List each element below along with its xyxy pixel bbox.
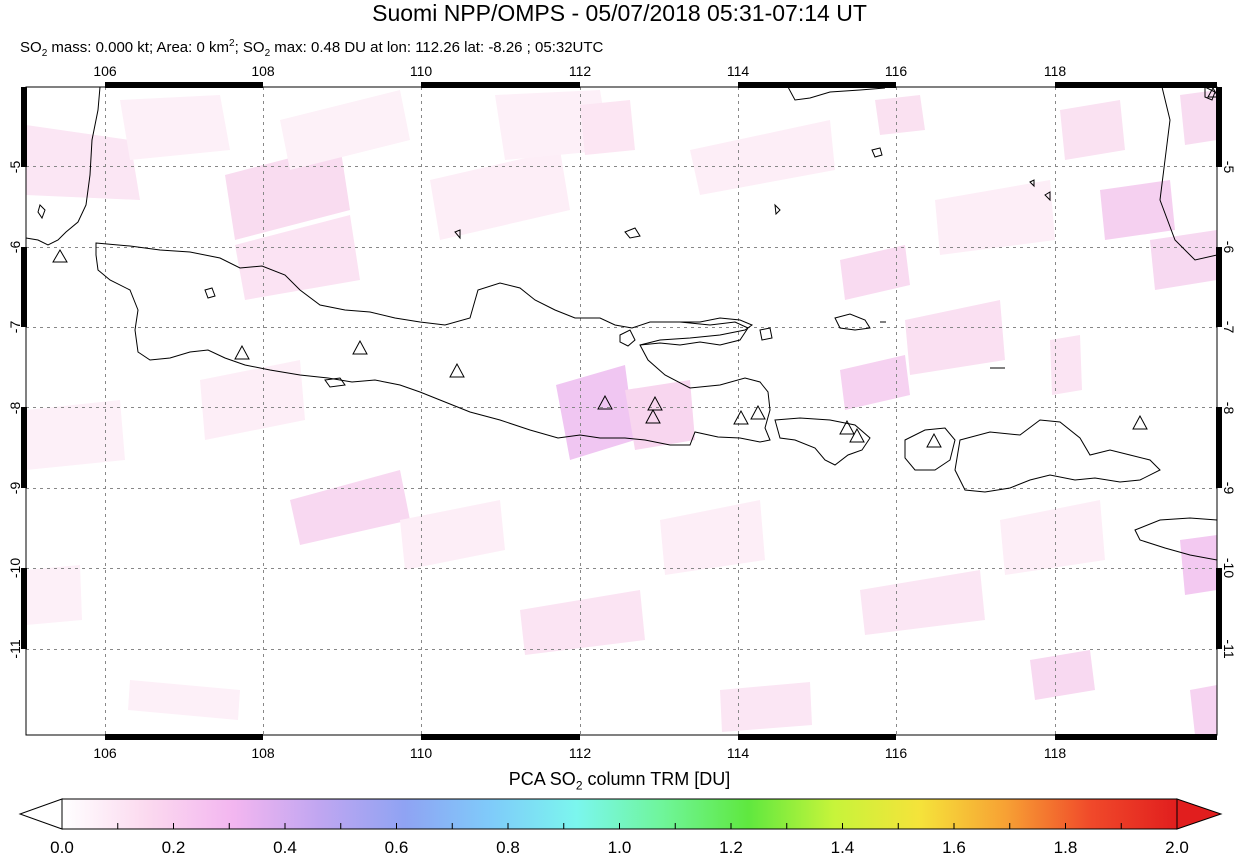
so2-pixel: [1050, 335, 1082, 395]
triangle-icon: [449, 362, 465, 378]
lon-tick-bottom: 106: [93, 745, 117, 761]
so2-pixel: [860, 570, 985, 635]
lat-tick-right: -8: [1221, 402, 1237, 415]
lat-tick-left: -7: [7, 321, 23, 334]
colorbar-tick-label: 0.4: [273, 838, 297, 855]
lat-tick-left: -9: [7, 482, 23, 495]
lat-tick-left: -5: [7, 161, 23, 174]
lat-tick-right: -6: [1221, 241, 1237, 254]
so2-pixel: [225, 145, 350, 240]
colorbar-tick-label: 0.6: [385, 838, 409, 855]
so2-pixel: [690, 120, 835, 195]
so2-pixel: [1030, 650, 1095, 700]
lon-tick-bottom: 112: [569, 745, 592, 761]
lon-tick-top: 106: [93, 63, 117, 79]
colorbar-tick-label: 1.8: [1054, 838, 1078, 855]
triangle-icon: [597, 394, 613, 410]
lon-tick-top: 112: [569, 63, 592, 79]
so2-pixel: [840, 355, 910, 410]
so2-pixel: [235, 215, 360, 300]
so2-pixel: [200, 360, 305, 440]
colorbar-under-arrow: [18, 798, 63, 830]
so2-pixel: [520, 590, 645, 655]
triangle-icon: [1132, 414, 1148, 430]
triangle-icon: [1207, 86, 1219, 98]
triangle-icon: [733, 409, 749, 425]
so2-pixel: [128, 680, 240, 720]
colorbar-title: PCA SO2 column TRM [DU]: [508, 769, 731, 793]
so2-pixel: [840, 245, 910, 300]
so2-pixel: [1180, 535, 1217, 595]
colorbar-tick-label: 1.4: [831, 838, 855, 855]
colorbar-tick-label: 0.2: [162, 838, 186, 855]
so2-pixel: [280, 90, 410, 170]
lat-tick-right: -11: [1221, 639, 1237, 658]
frame-border-bars: [21, 82, 1222, 740]
so2-pixel: [580, 100, 635, 155]
triangle-icon: [849, 427, 865, 443]
lon-tick-top: 108: [251, 63, 275, 79]
so2-pixel: [400, 500, 505, 570]
colorbar-tick-label: 0.0: [50, 838, 74, 855]
lon-tick-top: 116: [885, 63, 908, 79]
lat-tick-right: -9: [1221, 482, 1237, 495]
map-subtitle: SO2 mass: 0.000 kt; Area: 0 km2; SO2 max…: [20, 38, 604, 59]
so2-pixel: [430, 150, 570, 240]
lon-tick-bottom: 114: [727, 745, 750, 761]
lon-tick-top: 110: [410, 63, 433, 79]
triangle-icon: [645, 408, 661, 424]
so2-pixel: [1190, 685, 1217, 735]
so2-pixel: [1000, 500, 1105, 575]
so2-pixel: [905, 300, 1005, 375]
lat-tick-right: -7: [1221, 321, 1237, 334]
colorbar-tick-label: 1.0: [608, 838, 632, 855]
lon-tick-top: 118: [1044, 63, 1067, 79]
colorbar-tick-label: 1.6: [942, 838, 966, 855]
so2-pixel: [26, 565, 82, 625]
so2-max-pixel: [556, 365, 635, 460]
so2-pixel: [720, 682, 812, 732]
coastline-layer: [26, 87, 1217, 561]
lat-tick-right: -10: [1221, 558, 1237, 578]
lon-tick-top: 114: [727, 63, 750, 79]
lat-tick-right: -5: [1221, 161, 1237, 174]
so2-pixel: [1100, 180, 1175, 240]
so2-swath-layer: [26, 90, 1217, 735]
so2-pixel: [290, 470, 410, 545]
volcano-layer: [52, 86, 1219, 448]
so2-pixel: [875, 95, 925, 135]
so2-pixel: [625, 380, 695, 450]
lon-tick-bottom: 118: [1044, 745, 1067, 761]
map-title: Suomi NPP/OMPS - 05/07/2018 05:31-07:14 …: [372, 0, 867, 26]
so2-pixel: [1180, 90, 1217, 145]
lon-tick-bottom: 116: [885, 745, 908, 761]
triangle-icon: [926, 432, 942, 448]
colorbar-tick-label: 2.0: [1165, 838, 1189, 855]
triangle-icon: [750, 404, 766, 420]
triangle-icon: [352, 339, 368, 355]
lat-tick-left: -10: [7, 558, 23, 578]
triangle-icon: [647, 395, 663, 411]
triangle-icon: [839, 419, 855, 435]
lon-tick-bottom: 110: [410, 745, 433, 761]
so2-pixel: [1060, 100, 1125, 160]
graticule: [26, 87, 1217, 735]
so2-pixel: [26, 400, 125, 470]
so2-pixel: [120, 95, 230, 160]
lat-tick-left: -8: [7, 402, 23, 415]
lon-tick-bottom: 108: [251, 745, 275, 761]
colorbar: 0.0 0.2 0.4 0.6 0.8 1.0 1.2 1.4 1.6 1.8 …: [18, 798, 1223, 855]
so2-pixel: [26, 125, 140, 200]
so2-pixel: [935, 180, 1055, 255]
so2-pixel: [1150, 230, 1217, 290]
colorbar-tick-label: 0.8: [496, 838, 520, 855]
lat-tick-left: -6: [7, 241, 23, 254]
lat-tick-left: -11: [7, 639, 23, 658]
triangle-icon: [234, 344, 250, 360]
colorbar-tick-label: 1.2: [719, 838, 743, 855]
triangle-icon: [52, 249, 68, 263]
so2-map: 106 108 110 112 114 116 118 106 108 110 …: [7, 63, 1237, 761]
colorbar-over-arrow: [1176, 798, 1223, 830]
so2-pixel: [660, 500, 765, 575]
